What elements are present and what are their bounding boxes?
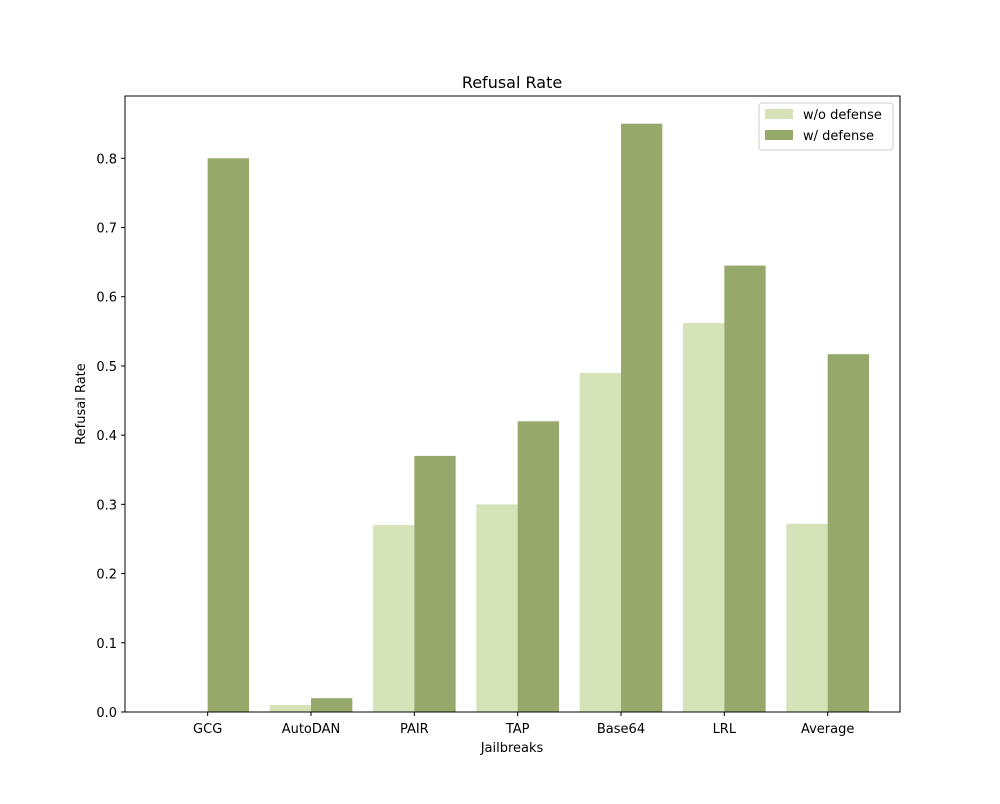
x-tick-label-lrl: LRL (713, 722, 737, 737)
legend-label-with-defense: w/ defense (803, 129, 874, 144)
bar-w-o-defense-average (786, 523, 828, 712)
y-tick-label-6: 0.6 (96, 291, 117, 306)
bar-w-o-defense-pair (373, 525, 415, 712)
plot-frame (124, 95, 901, 713)
bar-w-defense-average (827, 354, 869, 712)
x-tick-label-average: Average (801, 722, 854, 737)
bar-w-o-defense-lrl (683, 323, 725, 712)
y-tick-label-0: 0.0 (96, 706, 117, 721)
bar-w-o-defense-autodan (269, 705, 311, 712)
y-tick-label-8: 0.8 (96, 152, 117, 167)
y-tick-label-1: 0.1 (96, 637, 117, 652)
bar-w-defense-base64 (621, 123, 663, 712)
legend-swatch-without-defense (765, 109, 793, 119)
legend-label-without-defense: w/o defense (803, 108, 882, 123)
x-tick-label-pair: PAIR (400, 722, 429, 737)
legend-swatch-with-defense (765, 130, 793, 140)
y-tick-label-3: 0.3 (96, 498, 117, 513)
bar-w-o-defense-base64 (579, 372, 621, 712)
bar-w-defense-gcg (207, 158, 249, 713)
bar-w-defense-lrl (724, 265, 766, 712)
x-tick-label-gcg: GCG (193, 722, 222, 737)
x-tick-label-autodan: AutoDAN (282, 722, 341, 737)
bar-w-defense-pair (414, 455, 456, 712)
bar-w-o-defense-tap (476, 504, 518, 712)
x-tick-label-base64: Base64 (597, 722, 645, 737)
bars-layer (207, 123, 869, 713)
chart-title: Refusal Rate (462, 73, 562, 92)
bar-w-defense-autodan (311, 698, 353, 712)
y-axis-label: Refusal Rate (74, 363, 89, 445)
x-tick-label-tap: TAP (505, 722, 530, 737)
bar-w-defense-tap (517, 421, 559, 712)
y-tick-label-2: 0.2 (96, 568, 117, 583)
y-tick-label-4: 0.4 (96, 429, 117, 444)
legend: w/o defense w/ defense (758, 102, 894, 151)
x-axis-label: Jailbreaks (480, 741, 544, 756)
y-tick-label-5: 0.5 (96, 360, 117, 375)
ticks-layer: GCG AutoDAN PAIR TAP Base64 LRL Average 0.0 0.1 0… (96, 152, 854, 737)
y-tick-label-7: 0.7 (96, 222, 117, 237)
